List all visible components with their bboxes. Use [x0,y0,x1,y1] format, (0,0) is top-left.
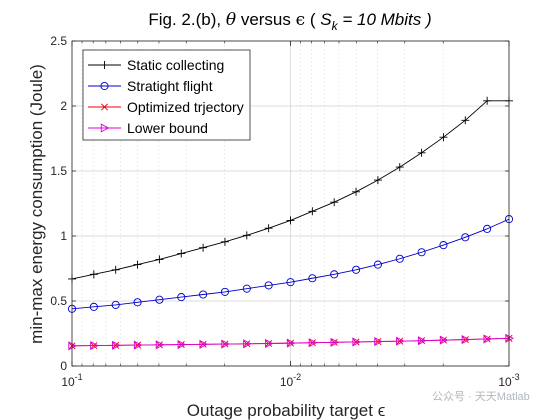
circle-marker [242,284,251,293]
plus-marker [395,163,404,172]
triangle-marker [396,336,405,346]
plus-marker [199,243,208,252]
triangle-marker [243,339,252,349]
plus-marker [439,133,448,142]
triangle-marker [308,338,318,348]
triangle-marker [286,338,296,348]
circle-marker [417,248,426,257]
circle-marker [351,265,361,274]
plus-marker [111,265,120,274]
legend: Static collecting Stratight flight Optimiz… [82,49,251,141]
plus-marker [155,255,164,264]
x-axis-label: Outage probability target ϵ [187,401,385,420]
circle-marker [483,224,492,233]
plus-marker [264,224,273,233]
x-tick-label: 10-2 [280,372,301,389]
y-tick-label: 1.5 [50,164,67,178]
circle-marker [461,233,470,242]
legend-label: Static collecting [127,57,224,73]
triangle-marker [330,337,340,347]
circle-marker [220,287,230,296]
triangle-marker [264,338,274,349]
triangle-marker [352,337,362,347]
triangle-marker [177,340,187,350]
triangle-marker [155,340,165,350]
triangle-marker [112,340,121,350]
legend-label: Lower bound [127,120,208,136]
plus-marker [286,216,295,225]
circle-marker [395,254,404,263]
triangle-marker [417,336,427,346]
plus-marker [242,231,251,240]
y-axis-label: min-max energy consumption (Joule) [27,64,46,344]
plus-marker [177,249,186,258]
circle-marker [308,274,317,283]
plus-marker [133,260,142,269]
circle-marker [330,270,339,279]
circle-marker [439,241,448,250]
watermark: 公众号 · 天天Matlab [432,391,530,403]
x-tick-label: 10-3 [498,372,519,389]
plus-marker [373,176,382,185]
triangle-marker [100,123,110,133]
plus-marker [220,237,229,246]
series-line [71,218,510,310]
circle-marker [155,295,164,304]
circle-marker [100,81,109,91]
legend-label: Stratight flight [127,78,213,94]
x-marker [100,103,109,111]
circle-marker [286,278,295,287]
y-tick-label: 2 [60,99,67,113]
triangle-marker [199,339,209,349]
circle-marker [199,290,208,299]
triangle-marker [439,335,449,345]
triangle-marker [90,341,99,351]
y-tick-label: 0.5 [50,294,67,308]
plus-marker [308,207,317,216]
y-axis: 0 0.5 1 1.5 2 2.5 [50,34,509,373]
y-tick-label: 0 [60,359,67,373]
plus-marker [483,96,492,105]
chart-title: Fig. 2.(b), θ versus ϵ ( Sk = 10 Mbits ) [148,10,431,33]
plus-marker [417,148,426,157]
triangle-marker [133,340,143,350]
plus-marker [330,198,339,207]
y-tick-label: 2.5 [50,34,67,48]
plus-marker [461,116,470,125]
plus-marker [352,187,361,196]
triangle-marker [374,337,383,347]
x-axis: 10-1 10-2 10-3 [61,41,520,389]
legend-label: Optimized trjectory [127,99,244,115]
plus-marker [100,61,109,69]
triangle-marker [461,335,471,345]
y-tick-label: 1 [60,229,67,243]
triangle-marker [221,339,230,349]
series-line [71,337,510,347]
plus-marker [89,270,98,279]
x-tick-label: 10-1 [61,372,82,389]
circle-marker [133,298,142,307]
circle-marker [264,281,273,290]
circle-marker [89,302,98,311]
circle-marker [111,300,120,309]
triangle-marker [483,334,493,344]
circle-marker [373,260,382,269]
circle-marker [177,293,186,302]
